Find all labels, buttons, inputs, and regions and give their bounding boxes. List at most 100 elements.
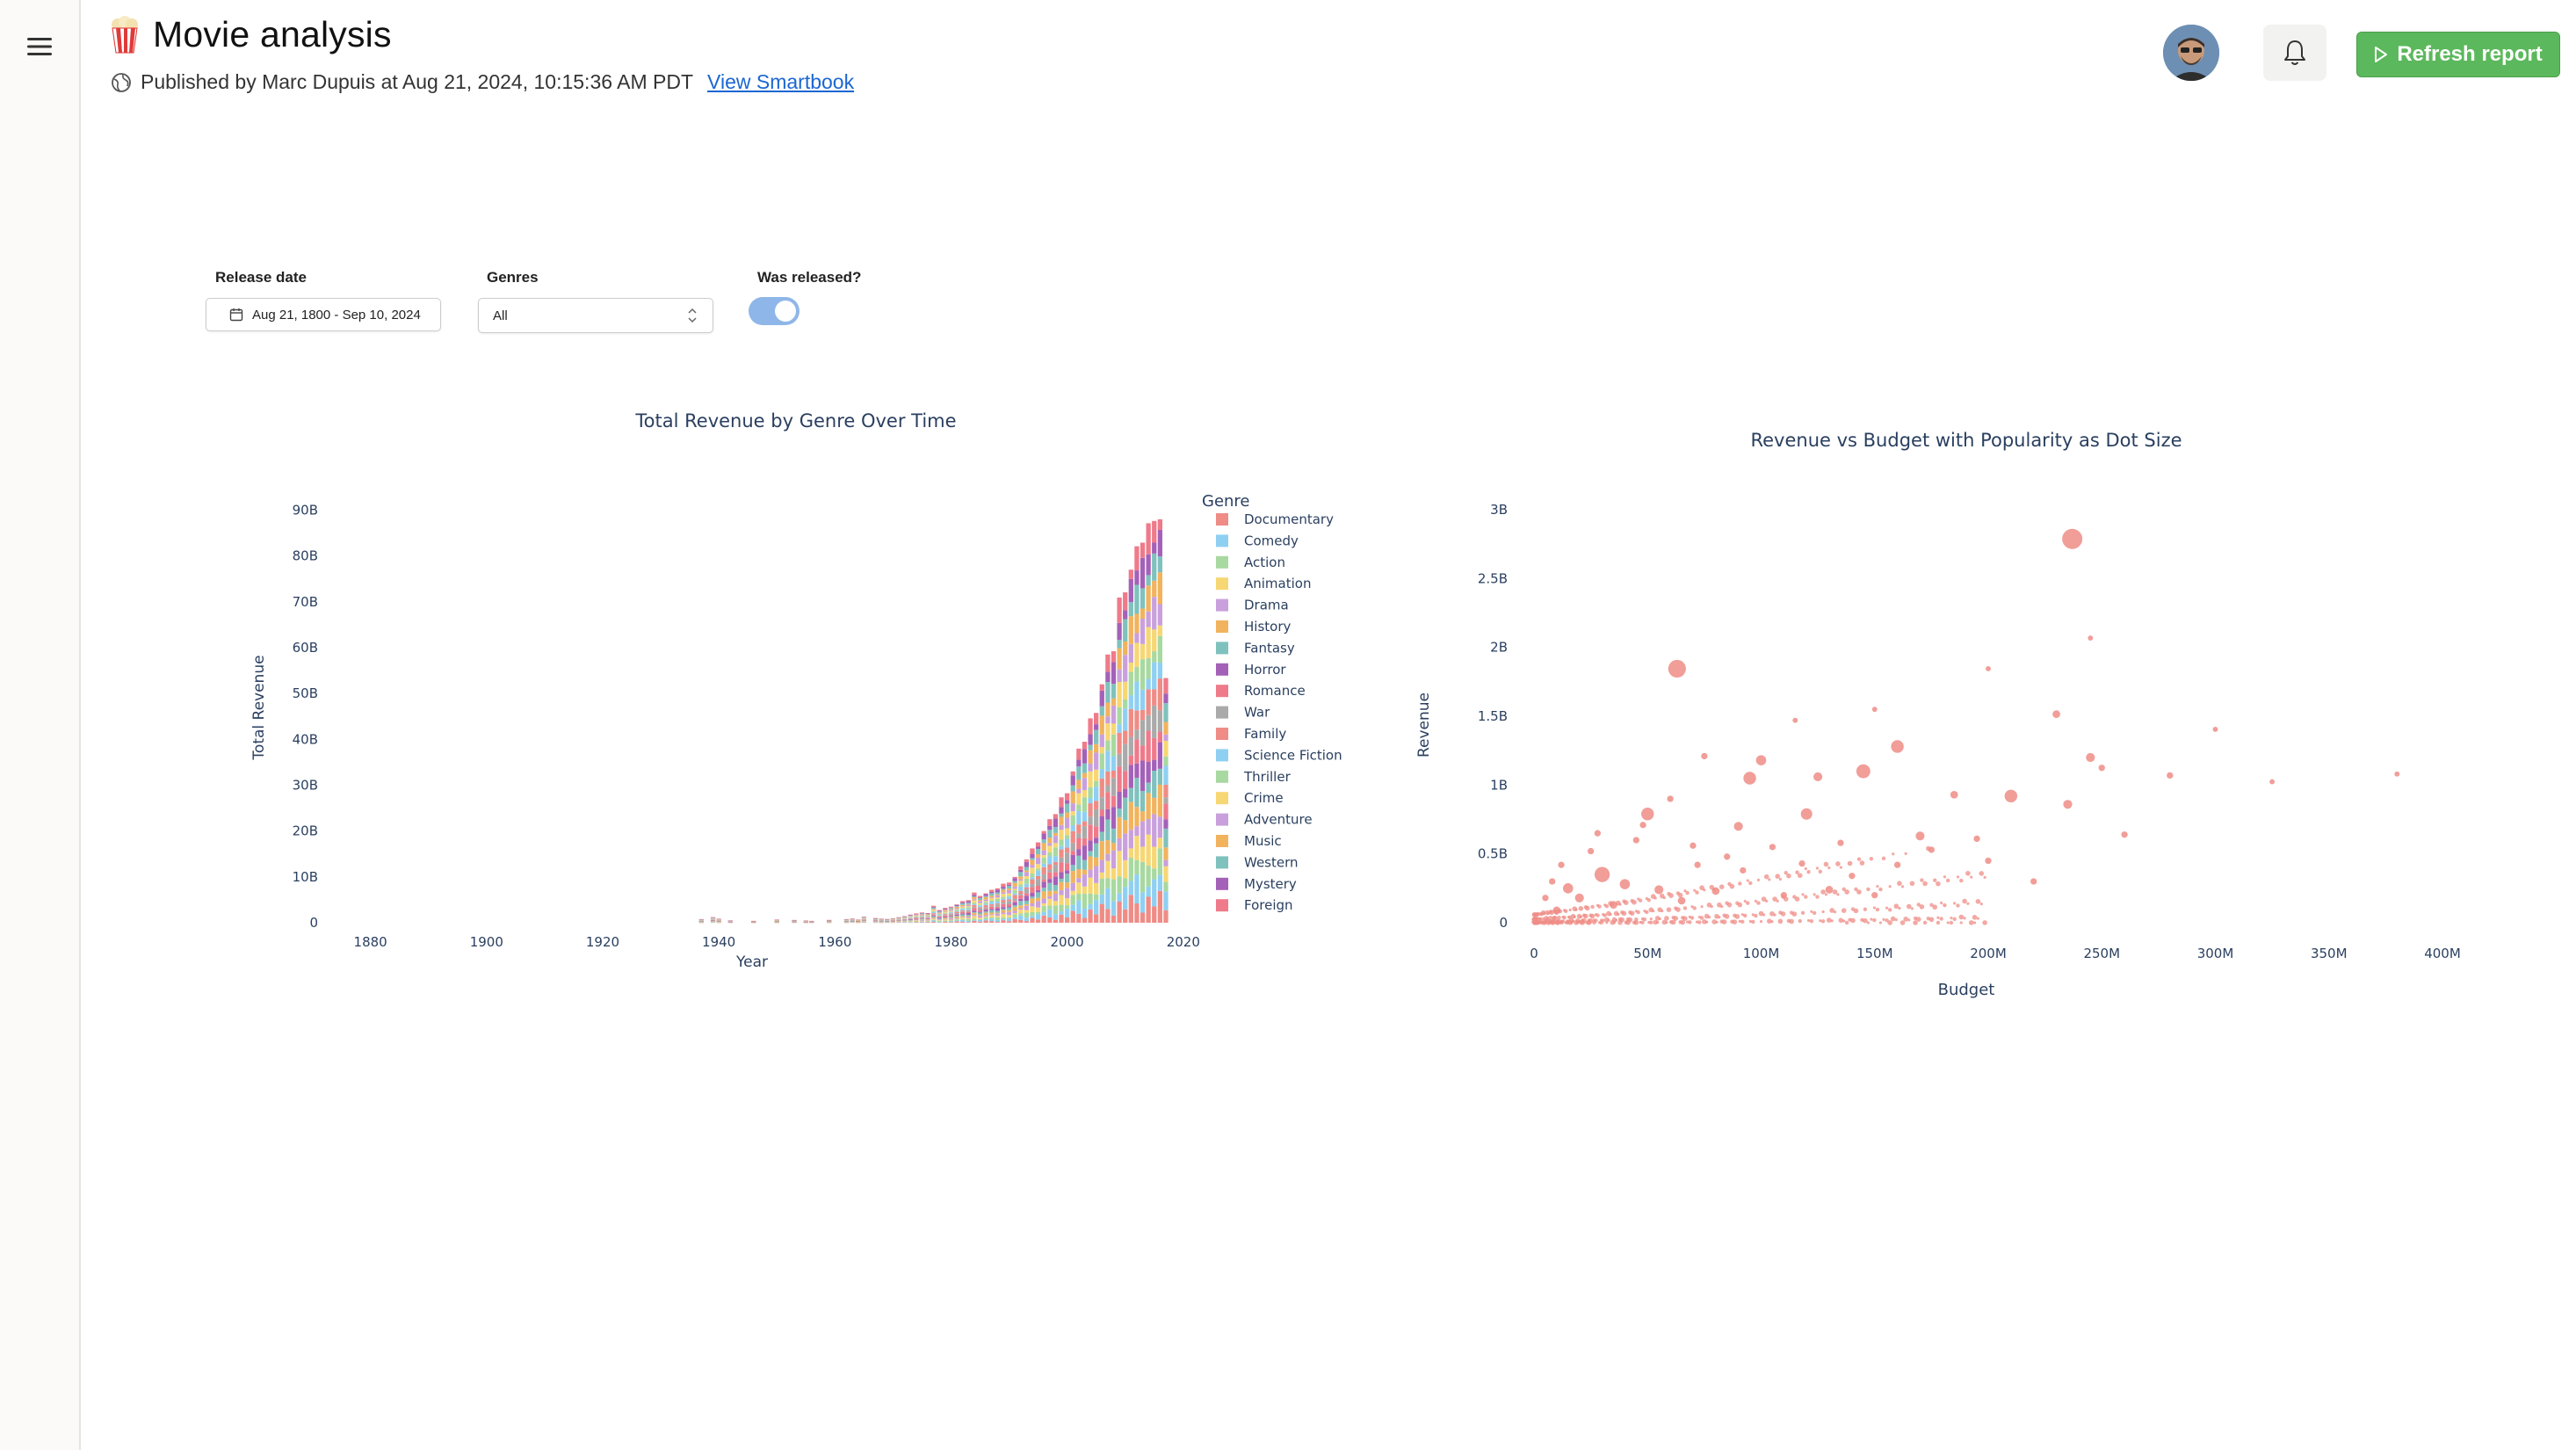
chart2-point — [1876, 885, 1879, 888]
chart1-bar-segment — [948, 914, 954, 916]
chart1-bar-segment — [1134, 642, 1140, 667]
chart1-bar-segment — [1128, 736, 1133, 756]
chart1-bar-segment — [1012, 898, 1017, 902]
chart1-bar-segment — [1001, 900, 1006, 903]
chart1-bar-segment — [1094, 743, 1099, 753]
chart1-bar-stack — [948, 906, 954, 923]
chart1-bar-segment — [914, 917, 919, 919]
chart2-point — [1759, 920, 1763, 924]
chart1-bar-segment — [1076, 837, 1082, 850]
chart1-bar-segment — [1024, 859, 1030, 862]
chart1-bar-segment — [972, 900, 977, 903]
chart1-bar-segment — [977, 917, 983, 919]
chart2-point — [1801, 893, 1805, 896]
chart1-bar-segment — [1099, 879, 1104, 895]
avatar[interactable] — [2163, 25, 2219, 81]
chart1-bar-segment — [1146, 554, 1151, 576]
chart1-bar-segment — [1157, 662, 1162, 679]
chart1-bar-segment — [1053, 876, 1059, 886]
chart1-bar-segment — [1140, 557, 1146, 589]
chart2-point — [1800, 808, 1813, 820]
chart2-point — [1579, 920, 1583, 924]
chart1-bar-stack — [919, 912, 925, 923]
chart1-bar-segment — [937, 910, 942, 911]
chart2-point — [1746, 879, 1749, 882]
chart2-point — [1806, 870, 1811, 874]
was-released-toggle[interactable] — [749, 297, 800, 325]
chart1-bar-segment — [925, 919, 930, 921]
chart2-y-tick-label: 2B — [1490, 640, 1508, 656]
chart1-bar-segment — [1053, 843, 1059, 848]
chart1-legend-entry: History — [1244, 619, 1291, 634]
chart1-bar-segment — [966, 910, 971, 911]
chart1-legend-swatch — [1216, 577, 1228, 591]
chart1-bar-segment — [1030, 884, 1035, 888]
chart1-bar-segment — [1047, 843, 1053, 846]
chart2-point — [1871, 707, 1878, 713]
chart1-bar-segment — [983, 919, 988, 921]
chart1-bar-stack — [1128, 569, 1133, 923]
chart1-bar-stack — [930, 905, 937, 923]
chart1-bar-segment — [1140, 619, 1146, 644]
chart1-bar-segment — [943, 920, 948, 922]
chart1-bar-segment — [1018, 869, 1024, 873]
refresh-report-button[interactable]: Refresh report — [2356, 32, 2560, 77]
genres-select[interactable]: All — [478, 298, 713, 333]
chart1-bar-segment — [1076, 766, 1082, 780]
chart1-bar-segment — [960, 914, 966, 917]
chart1-bar-stack — [977, 895, 983, 923]
chart2-point — [1813, 893, 1816, 896]
chart1-bar-segment — [908, 920, 913, 922]
chart1-bar-segment — [989, 901, 995, 904]
chart1-bar-segment — [954, 916, 959, 918]
release-date-input[interactable]: Aug 21, 1800 - Sep 10, 2024 — [206, 298, 441, 331]
chart1-bar-segment — [989, 918, 995, 922]
chart1-bar-segment — [908, 921, 913, 923]
chart1-y-tick-label: 40B — [293, 731, 318, 747]
chart1-bar-stack — [843, 918, 850, 924]
view-smartbook-link[interactable]: View Smartbook — [707, 70, 855, 93]
chart2-point — [1740, 919, 1745, 924]
chart1-bar-segment — [972, 899, 977, 901]
chart2-point — [1786, 918, 1791, 924]
chart2-point — [1538, 917, 1542, 920]
chart1-bar-segment — [1059, 904, 1064, 912]
chart1-bar-segment — [930, 918, 937, 920]
chart2-point — [2063, 800, 2073, 809]
chart1-bar-segment — [937, 917, 942, 919]
chart2-point — [1936, 881, 1941, 887]
chart2-point — [1690, 905, 1694, 909]
chart1-bar-segment — [1001, 920, 1006, 923]
chart1-bar-segment — [1041, 833, 1046, 840]
chart1-bar-segment — [1035, 911, 1041, 915]
chart1-bar-segment — [1088, 856, 1093, 870]
chart1-bar-segment — [1128, 662, 1133, 672]
chart1-bar-segment — [1030, 896, 1035, 899]
chart1-bar-segment — [1024, 888, 1030, 894]
chart1-bar-segment — [960, 908, 966, 910]
chart1-bar-segment — [966, 909, 971, 910]
chart1-bar-segment — [1117, 837, 1122, 852]
chart1-bar-segment — [1134, 613, 1140, 634]
chart1-bar-segment — [1140, 811, 1146, 822]
chart1-bar-segment — [1076, 788, 1082, 794]
chart2-point — [1640, 917, 1645, 921]
genres-label: Genres — [487, 269, 539, 286]
chart2-point — [1866, 887, 1870, 892]
chart2-point — [1594, 866, 1610, 882]
chart1-bar-segment — [1030, 877, 1035, 880]
chart2-point — [1875, 907, 1880, 912]
chart1-bar-segment — [1128, 787, 1133, 802]
chart1-bar-segment — [960, 906, 966, 907]
chart1-bar-segment — [919, 919, 925, 921]
chart1-bar-segment — [1117, 876, 1122, 894]
chart1-bar-segment — [1088, 718, 1093, 735]
chart2-point — [1711, 919, 1717, 924]
chart1-bar-segment — [861, 918, 866, 920]
chart1-bar-segment — [1006, 896, 1012, 900]
hamburger-icon[interactable] — [25, 32, 54, 62]
chart1-bar-segment — [1024, 872, 1030, 877]
chart1-bar-segment — [989, 903, 995, 906]
chart2-point — [1869, 857, 1874, 861]
notifications-button[interactable] — [2263, 25, 2326, 81]
